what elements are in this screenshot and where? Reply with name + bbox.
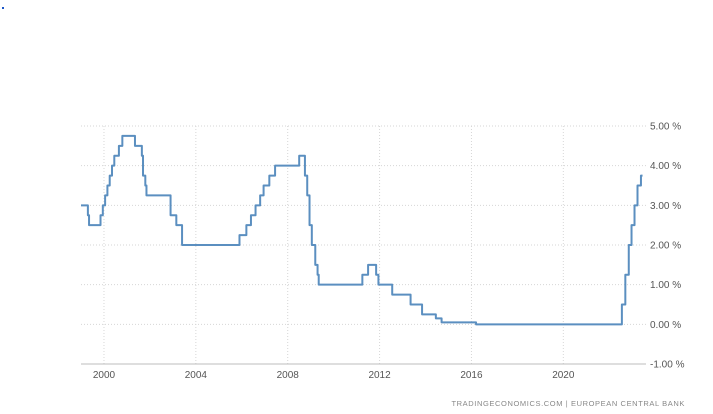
y-axis-ticks: 5.00 % 4.00 % 3.00 % 2.00 % 1.00 % 0.00 % -1.0… — [650, 122, 685, 371]
series-line — [81, 134, 643, 326]
x-tick-label: 2004 — [185, 370, 208, 381]
y-tick-label: 1.00 % — [650, 280, 681, 291]
x-tick-label: 2000 — [93, 370, 116, 381]
corner-dot — [2, 7, 4, 9]
y-tick-label: -1.00 % — [650, 360, 685, 371]
y-tick-label: 2.00 % — [650, 241, 681, 252]
x-tick-label: 2016 — [460, 370, 483, 381]
y-tick-label: 5.00 % — [650, 122, 681, 133]
x-tick-label: 2020 — [552, 370, 575, 381]
x-axis-ticks: 2000 2004 2008 2012 2016 2020 — [93, 370, 575, 381]
x-tick-label: 2012 — [368, 370, 391, 381]
grid-lines — [81, 125, 646, 365]
y-tick-label: 4.00 % — [650, 161, 681, 172]
series-lines — [81, 134, 643, 326]
y-tick-label: 3.00 % — [650, 201, 681, 212]
source-label: TRADINGECONOMICS.COM | EUROPEAN CENTRAL … — [451, 399, 685, 408]
y-tick-label: 0.00 % — [650, 320, 681, 331]
x-tick-label: 2008 — [277, 370, 300, 381]
